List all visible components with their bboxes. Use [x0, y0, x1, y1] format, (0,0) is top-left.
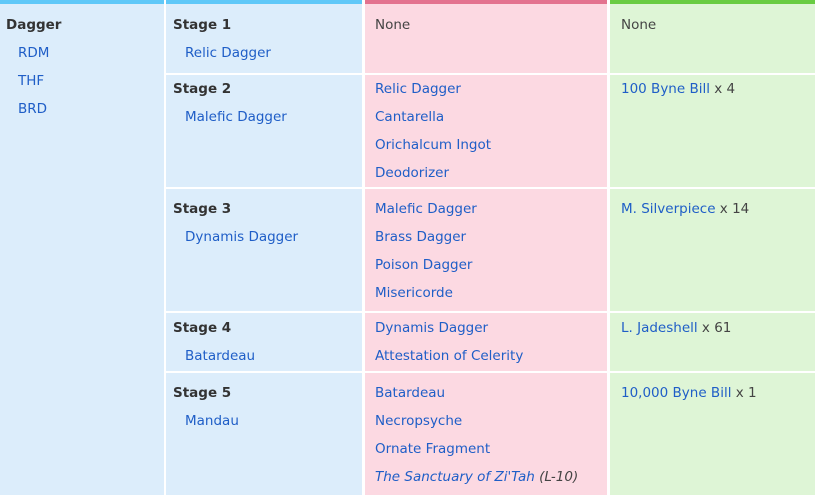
currency-link[interactable]: 100 Byne Bill — [621, 81, 710, 97]
material-link[interactable]: Necropsyche — [375, 413, 463, 429]
stage-4-materials: Dynamis Dagger Attestation of Celerity — [375, 314, 523, 370]
material-link[interactable]: Brass Dagger — [375, 229, 467, 245]
stage-weapon-link[interactable]: Dynamis Dagger — [185, 229, 299, 245]
stage-3-materials: Malefic Dagger Brass Dagger Poison Dagge… — [375, 195, 477, 307]
currency-qty: x 14 — [715, 201, 750, 217]
stage-weapon-link[interactable]: Relic Dagger — [185, 45, 271, 61]
stage-1-cell: Stage 1 Relic Dagger — [173, 11, 271, 67]
stage-1-materials: None — [375, 11, 410, 39]
stage-weapon-link[interactable]: Batardeau — [185, 348, 256, 364]
location-link[interactable]: The Sanctuary of Zi'Tah — [375, 469, 535, 485]
row-divider — [166, 311, 815, 313]
none-text: None — [375, 17, 411, 33]
stage-5-currency: 10,000 Byne Bill x 1 — [621, 379, 757, 407]
weapon-cell: Dagger RDM THF BRD — [6, 11, 61, 123]
material-link[interactable]: Ornate Fragment — [375, 441, 491, 457]
weapon-column — [0, 0, 164, 495]
stage-weapon-link[interactable]: Mandau — [185, 413, 239, 429]
currency-qty: x 61 — [697, 320, 732, 336]
stage-label: Stage 5 — [173, 385, 232, 401]
stage-4-currency: L. Jadeshell x 61 — [621, 314, 731, 342]
job-link-thf[interactable]: THF — [18, 73, 45, 89]
stage-label: Stage 1 — [173, 17, 232, 33]
row-divider — [166, 187, 815, 189]
material-link[interactable]: Misericorde — [375, 285, 453, 301]
material-link[interactable]: Batardeau — [375, 385, 446, 401]
stage-5-cell: Stage 5 Mandau — [173, 379, 239, 435]
stage-2-cell: Stage 2 Malefic Dagger — [173, 75, 287, 131]
currency-qty: x 1 — [731, 385, 757, 401]
material-link[interactable]: Relic Dagger — [375, 81, 461, 97]
stage-5-materials: Batardeau Necropsyche Ornate Fragment Th… — [375, 379, 578, 491]
stage-column — [166, 0, 362, 495]
stage-weapon-link[interactable]: Malefic Dagger — [185, 109, 287, 125]
materials-column — [365, 0, 607, 495]
material-link[interactable]: Deodorizer — [375, 165, 450, 181]
stage-2-currency: 100 Byne Bill x 4 — [621, 75, 735, 103]
stage-label: Stage 4 — [173, 320, 232, 336]
currency-link[interactable]: M. Silverpiece — [621, 201, 716, 217]
material-link[interactable]: Malefic Dagger — [375, 201, 477, 217]
stage-3-currency: M. Silverpiece x 14 — [621, 195, 749, 223]
material-link[interactable]: Attestation of Celerity — [375, 348, 524, 364]
weapon-name: Dagger — [6, 17, 62, 33]
material-link[interactable]: Dynamis Dagger — [375, 320, 489, 336]
currency-column-header-bar — [610, 0, 815, 4]
currency-column — [610, 0, 815, 495]
row-divider — [166, 371, 815, 373]
row-divider — [166, 73, 815, 75]
location-coords: (L-10) — [534, 469, 579, 485]
none-text: None — [621, 17, 657, 33]
weapon-column-header-bar — [0, 0, 164, 4]
stage-4-cell: Stage 4 Batardeau — [173, 314, 255, 370]
currency-link[interactable]: L. Jadeshell — [621, 320, 698, 336]
material-link[interactable]: Orichalcum Ingot — [375, 137, 492, 153]
currency-link[interactable]: 10,000 Byne Bill — [621, 385, 732, 401]
material-link[interactable]: Poison Dagger — [375, 257, 473, 273]
stage-3-cell: Stage 3 Dynamis Dagger — [173, 195, 298, 251]
stage-1-currency: None — [621, 11, 656, 39]
stage-label: Stage 3 — [173, 201, 232, 217]
stage-2-materials: Relic Dagger Cantarella Orichalcum Ingot… — [375, 75, 491, 187]
stage-column-header-bar — [166, 0, 362, 4]
material-link[interactable]: Cantarella — [375, 109, 445, 125]
materials-column-header-bar — [365, 0, 607, 4]
job-link-brd[interactable]: BRD — [18, 101, 48, 117]
job-link-rdm[interactable]: RDM — [18, 45, 50, 61]
currency-qty: x 4 — [709, 81, 736, 97]
stage-label: Stage 2 — [173, 81, 232, 97]
